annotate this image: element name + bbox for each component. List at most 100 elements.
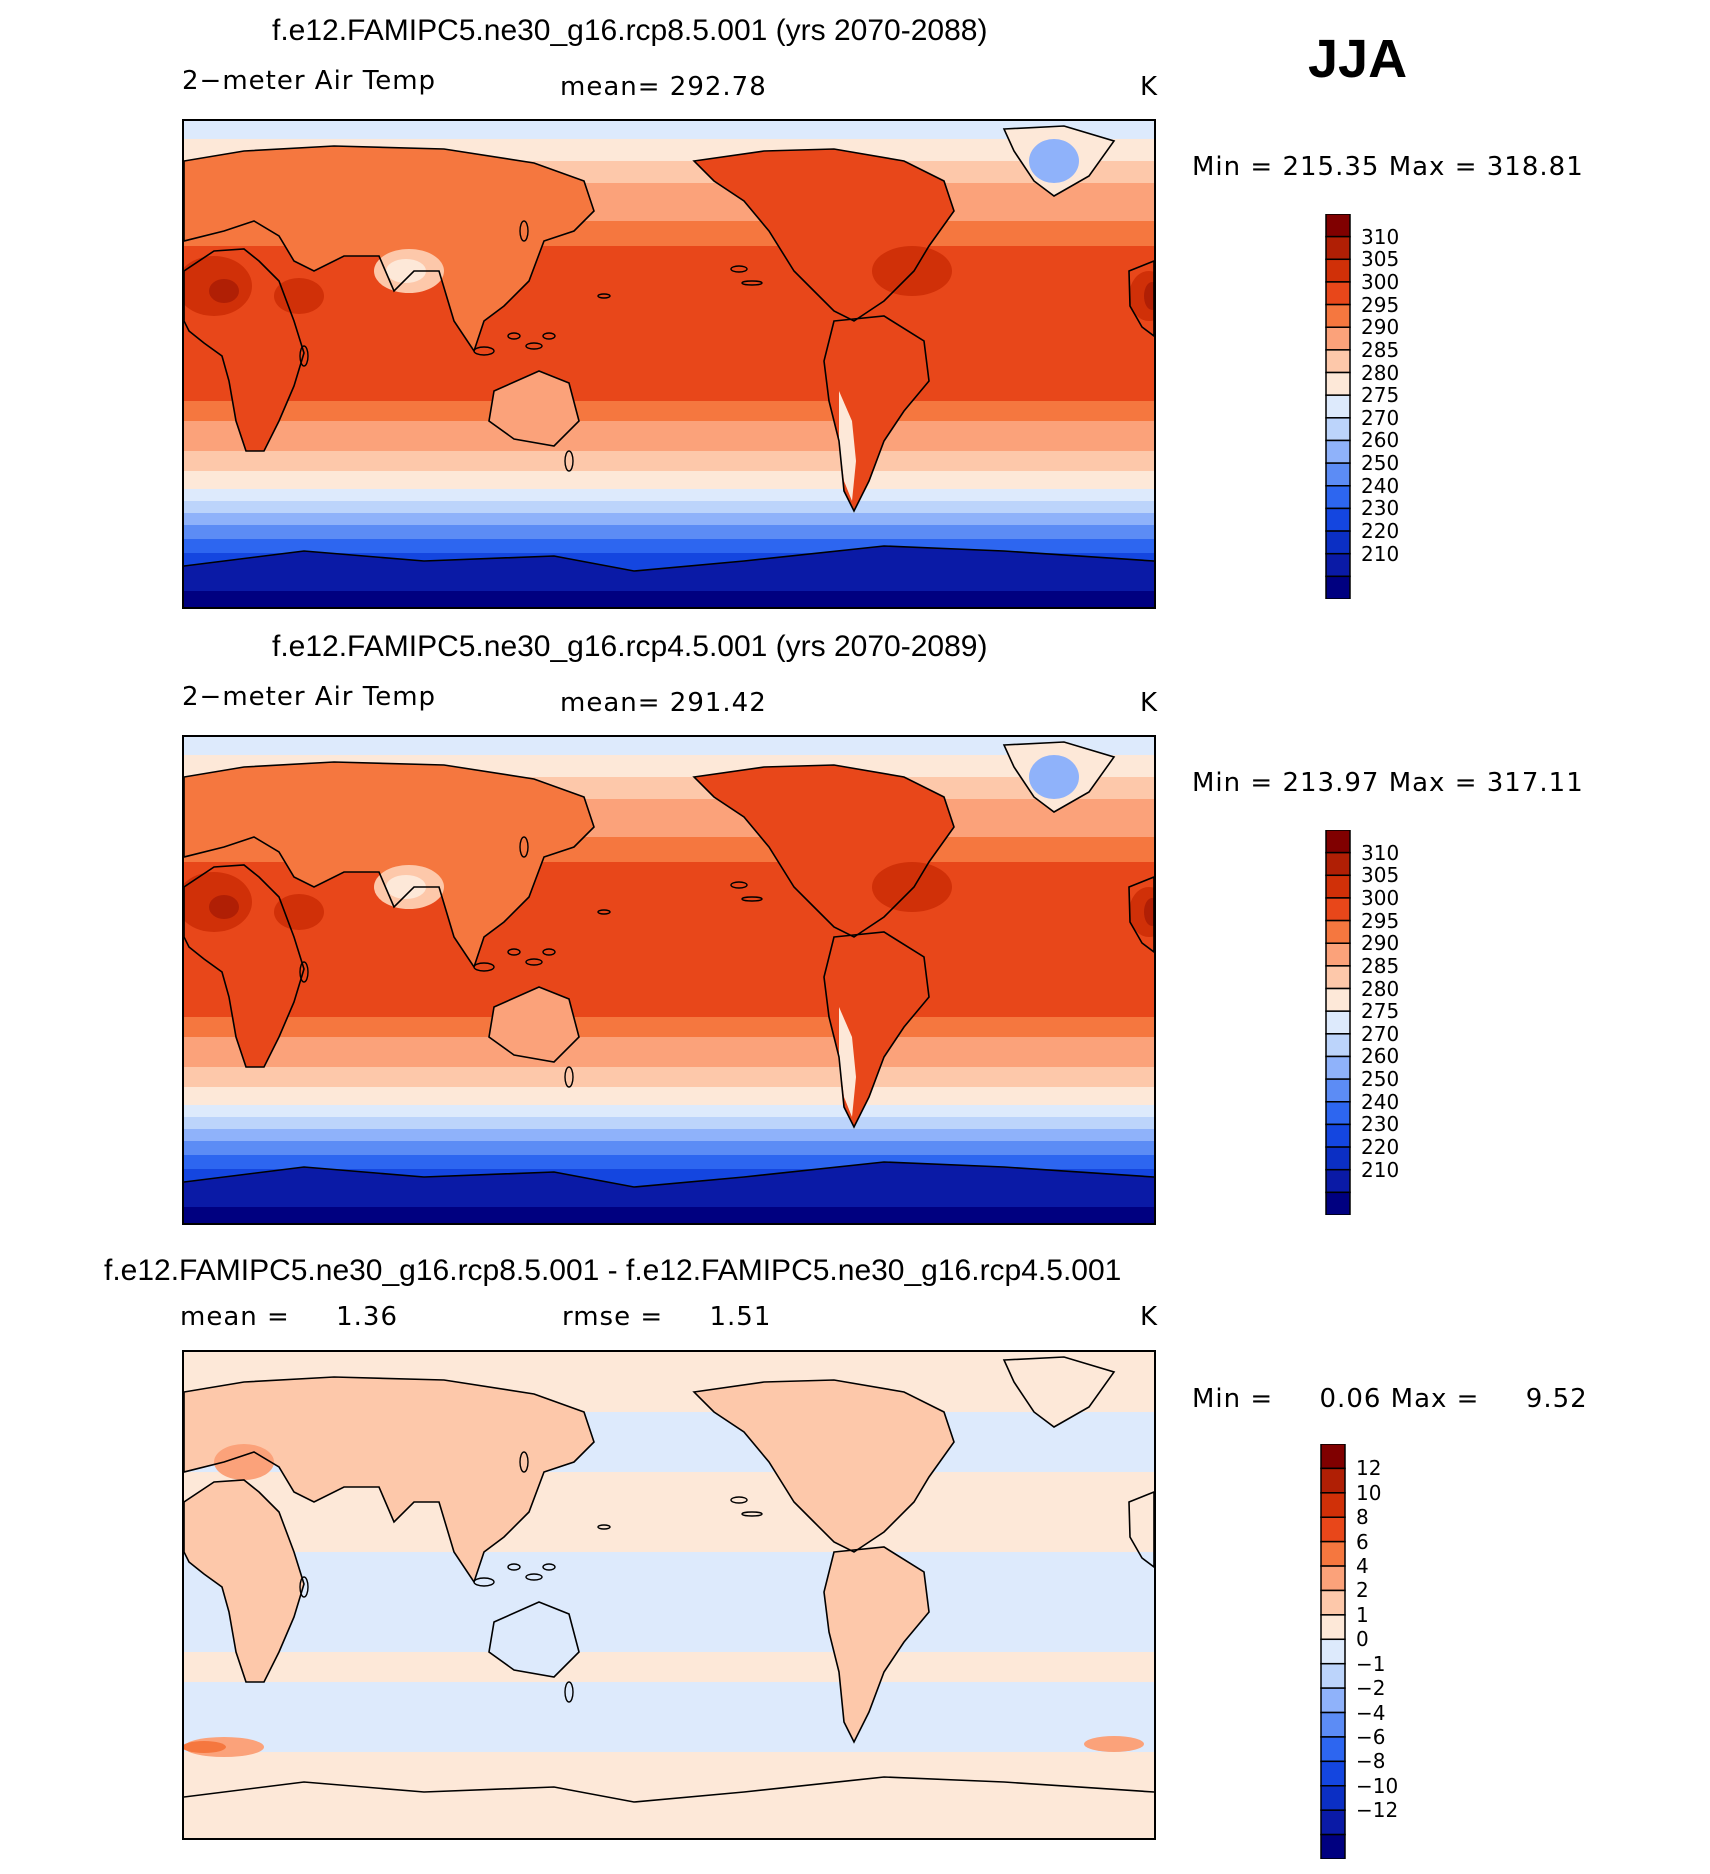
coastline	[488, 370, 580, 447]
colorbar-tick-label: 310	[1361, 840, 1400, 865]
island-outline	[542, 1563, 556, 1571]
hot-spot	[209, 279, 239, 303]
coastline	[823, 315, 930, 513]
colorbar-svg	[1325, 829, 1351, 1216]
temperature-band	[184, 525, 1154, 539]
panel-1-map-field	[184, 121, 1154, 607]
hot-spot	[274, 894, 324, 930]
antarctica-interior	[184, 1207, 1154, 1223]
colorbar-swatch	[1325, 1123, 1351, 1148]
panel-2-stats: Min = 213.97 Max = 317.11	[1192, 768, 1584, 798]
colorbar-swatch	[1325, 851, 1351, 877]
panel-1-map	[182, 119, 1156, 609]
land-fill	[184, 146, 594, 351]
coastline	[692, 1379, 955, 1553]
colorbar-tick-label: 220	[1361, 1135, 1400, 1160]
island-outline	[741, 896, 763, 902]
island-outline	[564, 450, 574, 472]
greenland-ice	[1029, 139, 1079, 183]
diff-land	[824, 1547, 929, 1742]
coastline	[184, 1376, 595, 1584]
panel-2-mean-label: mean= 291.42	[560, 688, 767, 718]
colorbar-swatch	[1325, 1055, 1351, 1080]
colorbar-swatch	[1320, 1565, 1346, 1592]
panel-2-variable-label: 2−meter Air Temp	[182, 682, 437, 712]
hot-spot	[1129, 887, 1154, 937]
hot-spot	[1129, 271, 1154, 321]
panel-2-map	[182, 735, 1156, 1225]
colorbar-tick-label: 290	[1361, 931, 1400, 956]
colorbar-tick-label: 310	[1361, 224, 1400, 249]
colorbar-swatch	[1320, 1809, 1346, 1836]
temperature-band	[184, 489, 1154, 501]
temperature-band	[184, 1129, 1154, 1141]
island-outline	[299, 961, 309, 983]
panel-3-colorbar: 12 10 8 6 4 2 1 0 −1 −2 −4 −6 −8 −10 −12	[1320, 1443, 1398, 1860]
colorbar-tick-label: 1	[1356, 1602, 1369, 1627]
coastline	[184, 1776, 1154, 1803]
hot-spot	[209, 895, 239, 919]
colorbar-tick-label: −12	[1356, 1798, 1399, 1823]
colorbar-swatch	[1325, 281, 1351, 306]
colorbar-swatch	[1325, 987, 1351, 1012]
temperature-band	[184, 513, 1154, 525]
temperature-band	[184, 1141, 1154, 1155]
temperature-band	[184, 501, 1154, 513]
temperature-band	[184, 471, 1154, 489]
panel-3-map-field	[184, 1352, 1154, 1838]
colorbar-swatch	[1320, 1492, 1346, 1518]
land-fill	[184, 762, 594, 967]
colorbar-swatch	[1325, 507, 1351, 532]
colorbar-tick-label: 260	[1361, 1044, 1400, 1069]
land-fill	[489, 987, 579, 1062]
colorbar-swatch	[1325, 371, 1351, 396]
island-outline	[597, 1524, 611, 1530]
island-outline	[299, 1576, 309, 1598]
colorbar-swatch	[1325, 417, 1351, 442]
colorbar-swatch	[1325, 213, 1351, 238]
colorbar-swatch	[1325, 874, 1351, 899]
temperature-band	[184, 1105, 1154, 1117]
colorbar-swatch	[1320, 1540, 1346, 1567]
diff-land	[184, 1480, 304, 1682]
colorbar-swatch	[1325, 829, 1351, 854]
panel-3-stats: Min = 0.06 Max = 9.52	[1192, 1384, 1588, 1414]
colorbar-swatch	[1320, 1687, 1346, 1714]
colorbar-swatch	[1325, 942, 1351, 967]
colorbar-swatch	[1325, 303, 1351, 328]
colorbar-tick-label: 290	[1361, 315, 1400, 340]
colorbar-swatch	[1325, 965, 1351, 990]
colorbar-tick-label: −1	[1356, 1651, 1386, 1676]
colorbar-swatch	[1325, 552, 1351, 578]
coastline	[184, 545, 1154, 572]
tibet-plateau	[386, 875, 426, 899]
island-outline	[473, 1577, 495, 1587]
colorbar-swatch	[1320, 1638, 1346, 1665]
diff-land	[489, 1602, 579, 1677]
island-outline	[519, 836, 529, 858]
hot-spot	[872, 862, 952, 912]
coastline	[1128, 876, 1154, 953]
coastline	[184, 761, 595, 969]
panel-2-colorbar: 310 305 300 295 290 285 280 275 270 260 250 240 230 2…	[1325, 829, 1399, 1216]
colorbar-tick-label: 285	[1361, 953, 1400, 978]
island-outline	[564, 1066, 574, 1088]
diff-hot-spot	[1084, 1736, 1144, 1752]
coastline	[184, 864, 305, 1068]
panel-3-rmse-label: rmse = 1.51	[562, 1302, 772, 1332]
colorbar-tick-label: −2	[1356, 1676, 1386, 1701]
island-outline	[730, 265, 748, 273]
colorbar-swatch	[1325, 326, 1351, 351]
island-outline	[507, 1563, 521, 1571]
colorbar-tick-label: 270	[1361, 1021, 1400, 1046]
island-outline	[564, 1681, 574, 1703]
island-outline	[741, 1511, 763, 1517]
colorbar-tick-label: 230	[1361, 1112, 1400, 1137]
colorbar-swatch	[1320, 1467, 1346, 1494]
colorbar-tick-label: 305	[1361, 863, 1400, 888]
coastline	[1128, 1491, 1154, 1568]
colorbar-swatch	[1325, 1101, 1351, 1126]
land-fill	[489, 371, 579, 446]
island-outline	[741, 280, 763, 286]
diff-land	[694, 1380, 954, 1552]
